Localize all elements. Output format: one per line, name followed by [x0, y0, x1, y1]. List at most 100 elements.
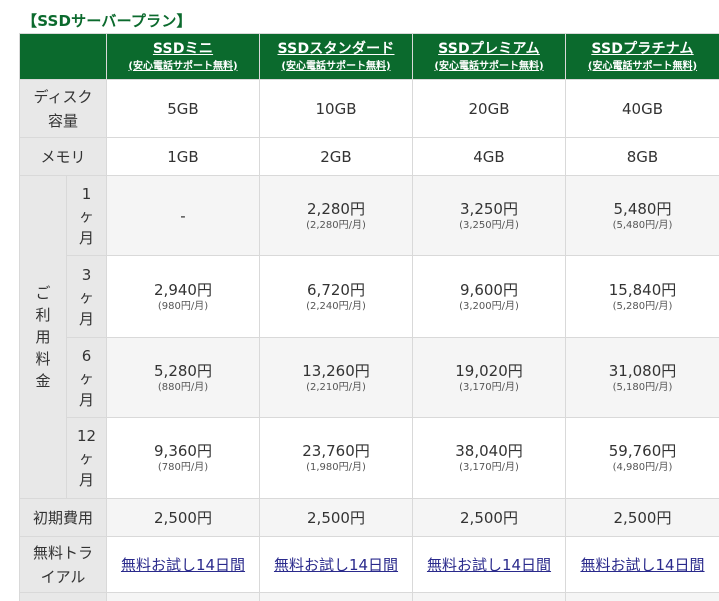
trial-cell: 無料お試し14日間 — [259, 536, 413, 593]
price-monthly: (3,170円/月) — [459, 462, 519, 473]
setup-fee-value: 2,500円 — [412, 498, 566, 537]
price-monthly: (2,210円/月) — [306, 381, 366, 393]
price-monthly: (5,480円/月) — [612, 219, 673, 231]
disk-value: 10GB — [259, 79, 413, 138]
next-row-cell — [412, 592, 566, 601]
fee-row-3-month: 3 ヶ 月 2,940円 (980円/月) 6,720円 (2,240円/月) … — [20, 255, 719, 338]
free-trial-link[interactable]: 無料お試し14日間 — [426, 555, 552, 574]
memory-value: 2GB — [259, 137, 413, 176]
next-row-cell — [565, 592, 719, 601]
disk-value: 5GB — [106, 79, 260, 138]
price-monthly: (5,180円/月) — [612, 381, 673, 393]
free-trial-link[interactable]: 無料お試し14日間 — [580, 555, 705, 574]
price-cell: 5,480円 (5,480円/月) — [565, 175, 719, 256]
trial-cell: 無料お試し14日間 — [412, 536, 566, 593]
free-trial-link[interactable]: 無料お試し14日間 — [273, 555, 399, 574]
price-cell: 3,250円 (3,250円/月) — [412, 175, 566, 256]
term-label-1-month: 1 ヶ 月 — [66, 175, 107, 256]
next-row-cell — [259, 592, 413, 601]
free-trial-label: 無料トラ イアル — [19, 536, 107, 593]
price-monthly: (3,170円/月) — [459, 381, 519, 393]
usage-fee-label: ご 利 用 料 金 — [19, 175, 67, 499]
price-monthly: (980円/月) — [157, 300, 209, 312]
trial-cell: 無料お試し14日間 — [106, 536, 260, 593]
setup-fee-label: 初期費用 — [19, 498, 107, 537]
setup-fee-value: 2,500円 — [565, 498, 719, 537]
price-total: 2,940円 — [154, 280, 212, 299]
price-cell: 31,080円 (5,180円/月) — [565, 337, 719, 418]
price-total: 13,260円 — [302, 361, 370, 380]
term-label-6-month: 6 ヶ 月 — [66, 337, 107, 418]
price-monthly: (1,980円/月) — [306, 462, 366, 473]
price-total: 9,600円 — [460, 280, 518, 299]
price-cell: 9,600円 (3,200円/月) — [412, 255, 566, 338]
price-monthly: (880円/月) — [157, 381, 209, 393]
next-row-label — [19, 592, 107, 601]
price-cell: 2,280円 (2,280円/月) — [259, 175, 413, 256]
price-cell: 5,280円 (880円/月) — [106, 337, 260, 418]
price-total: 6,720円 — [307, 280, 365, 299]
disk-label: ディスク 容量 — [19, 79, 107, 138]
plan-header-ssd-platinum[interactable]: SSDプラチナム (安心電話サポート無料) — [565, 33, 719, 80]
plan-name[interactable]: SSDプレミアム — [438, 40, 540, 57]
trial-cell: 無料お試し14日間 — [565, 536, 719, 593]
plan-header-ssd-premium[interactable]: SSDプレミアム (安心電話サポート無料) — [412, 33, 566, 80]
price-total: 59,760円 — [608, 442, 677, 460]
section-title: 【SSDサーバープラン】 — [22, 12, 192, 30]
plan-header-ssd-mini[interactable]: SSDミニ (安心電話サポート無料) — [106, 33, 260, 80]
memory-value: 1GB — [106, 137, 260, 176]
disk-value: 20GB — [412, 79, 566, 138]
price-monthly: (4,980円/月) — [612, 462, 673, 473]
fee-row-1-month: ご 利 用 料 金 1 ヶ 月 - 2,280円 (2,280円/月) 3,25… — [19, 175, 719, 499]
price-total: 31,080円 — [608, 361, 677, 380]
price-monthly: (3,200円/月) — [459, 300, 519, 312]
setup-fee-value: 2,500円 — [106, 498, 260, 537]
header-corner — [19, 33, 107, 80]
memory-value: 4GB — [412, 137, 566, 176]
setup-fee-value: 2,500円 — [259, 498, 413, 537]
price-total: 23,760円 — [302, 442, 370, 460]
plan-header-ssd-standard[interactable]: SSDスタンダード (安心電話サポート無料) — [259, 33, 413, 80]
price-cell: - — [106, 175, 260, 256]
price-cell: 9,360円 (780円/月) — [106, 417, 260, 499]
price-monthly: (2,280円/月) — [306, 219, 366, 231]
plan-support-note[interactable]: (安心電話サポート無料) — [434, 60, 544, 72]
term-label-3-month: 3 ヶ 月 — [66, 255, 107, 338]
memory-row: メモリ 1GB 2GB 4GB 8GB — [19, 137, 719, 176]
price-total: 19,020円 — [455, 361, 523, 380]
plan-name[interactable]: SSDミニ — [152, 40, 214, 57]
price-total: - — [180, 206, 186, 225]
plan-comparison-table: SSDミニ (安心電話サポート無料) SSDスタンダード (安心電話サポート無料… — [19, 33, 719, 601]
price-monthly: (2,240円/月) — [306, 300, 366, 312]
memory-label: メモリ — [19, 137, 107, 176]
free-trial-link[interactable]: 無料お試し14日間 — [120, 555, 246, 574]
price-monthly: (780円/月) — [157, 462, 209, 473]
setup-fee-row: 初期費用 2,500円 2,500円 2,500円 2,500円 — [19, 498, 719, 537]
next-row-cell — [106, 592, 260, 601]
term-label-12-month: 12 ヶ 月 — [66, 417, 107, 499]
disk-row: ディスク 容量 5GB 10GB 20GB 40GB — [19, 79, 719, 138]
price-total: 5,280円 — [154, 361, 212, 380]
plan-name[interactable]: SSDスタンダード — [277, 40, 395, 57]
price-total: 2,280円 — [307, 199, 365, 218]
price-total: 15,840円 — [608, 280, 677, 299]
price-cell: 23,760円 (1,980円/月) — [259, 417, 413, 499]
price-monthly: (5,280円/月) — [612, 300, 673, 312]
plan-support-note[interactable]: (安心電話サポート無料) — [128, 60, 238, 72]
price-cell: 59,760円 (4,980円/月) — [565, 417, 719, 499]
price-cell: 13,260円 (2,210円/月) — [259, 337, 413, 418]
plan-support-note[interactable]: (安心電話サポート無料) — [587, 60, 698, 72]
price-monthly: (3,250円/月) — [459, 219, 519, 231]
plan-support-note[interactable]: (安心電話サポート無料) — [281, 60, 391, 72]
disk-value: 40GB — [565, 79, 719, 138]
price-total: 9,360円 — [154, 442, 212, 460]
plan-name[interactable]: SSDプラチナム — [591, 40, 694, 57]
price-cell: 19,020円 (3,170円/月) — [412, 337, 566, 418]
plan-header-row: SSDミニ (安心電話サポート無料) SSDスタンダード (安心電話サポート無料… — [19, 33, 719, 80]
memory-value: 8GB — [565, 137, 719, 176]
next-row-partial — [19, 592, 719, 601]
price-cell: 2,940円 (980円/月) — [106, 255, 260, 338]
fee-row-12-month: 12 ヶ 月 9,360円 (780円/月) 23,760円 (1,980円/月… — [20, 417, 719, 499]
price-cell: 15,840円 (5,280円/月) — [565, 255, 719, 338]
price-cell: 6,720円 (2,240円/月) — [259, 255, 413, 338]
